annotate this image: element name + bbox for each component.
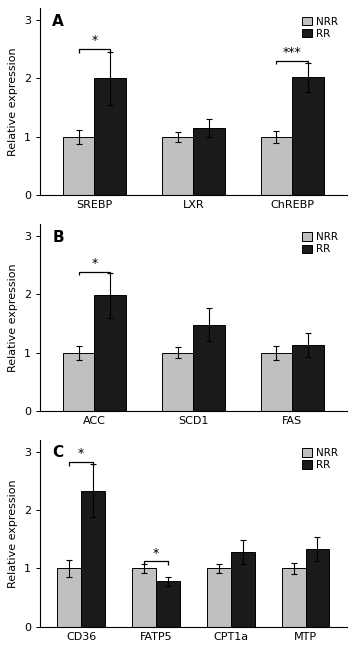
Bar xyxy=(292,77,324,195)
Bar xyxy=(94,295,126,411)
Bar xyxy=(261,353,292,411)
Bar xyxy=(282,568,306,627)
Bar xyxy=(63,137,94,195)
Bar xyxy=(207,568,231,627)
Bar xyxy=(162,137,193,195)
Bar xyxy=(261,137,292,195)
Text: *: * xyxy=(91,34,98,47)
Bar xyxy=(81,491,105,627)
Text: *: * xyxy=(91,257,98,270)
Legend: NRR, RR: NRR, RR xyxy=(299,229,342,257)
Y-axis label: Relative expression: Relative expression xyxy=(8,479,18,588)
Bar xyxy=(57,568,81,627)
Bar xyxy=(132,568,156,627)
Bar xyxy=(94,79,126,195)
Bar xyxy=(292,345,324,411)
Bar xyxy=(231,552,255,627)
Bar xyxy=(63,353,94,411)
Bar xyxy=(193,128,225,195)
Bar xyxy=(306,549,329,627)
Text: *: * xyxy=(153,547,159,560)
Text: C: C xyxy=(52,445,64,460)
Bar xyxy=(156,581,180,627)
Text: A: A xyxy=(52,14,64,29)
Legend: NRR, RR: NRR, RR xyxy=(299,14,342,42)
Text: *: * xyxy=(78,447,84,460)
Y-axis label: Relative expression: Relative expression xyxy=(8,47,18,156)
Bar xyxy=(162,353,193,411)
Y-axis label: Relative expression: Relative expression xyxy=(8,263,18,372)
Bar xyxy=(193,324,225,411)
Text: ***: *** xyxy=(283,46,302,59)
Legend: NRR, RR: NRR, RR xyxy=(299,445,342,473)
Text: B: B xyxy=(52,229,64,244)
